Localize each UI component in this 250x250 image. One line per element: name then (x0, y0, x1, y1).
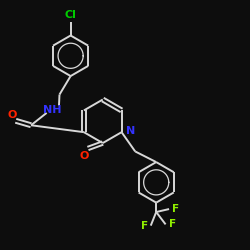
Text: NH: NH (43, 105, 61, 115)
Text: F: F (172, 204, 179, 214)
Text: Cl: Cl (65, 10, 76, 20)
Text: F: F (141, 220, 148, 230)
Text: N: N (126, 126, 135, 136)
Text: O: O (7, 110, 17, 120)
Text: O: O (80, 151, 89, 161)
Text: F: F (168, 220, 176, 230)
